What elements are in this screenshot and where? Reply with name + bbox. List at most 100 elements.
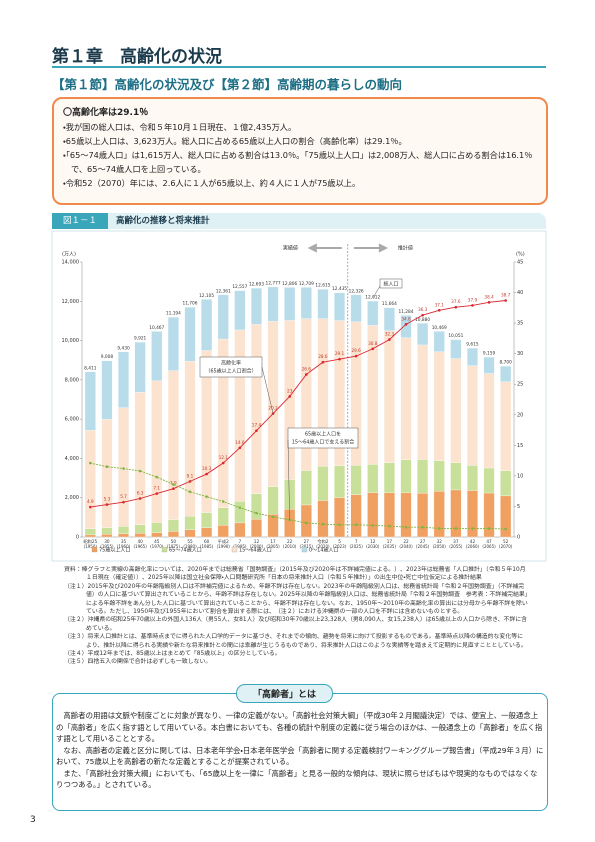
legend-swatch xyxy=(301,546,308,553)
bar-segment xyxy=(284,479,296,510)
y-tick-label: 0 xyxy=(76,535,79,541)
line-point xyxy=(221,500,225,503)
bar-segment xyxy=(383,307,395,331)
x-tick-year: (1990) xyxy=(217,544,231,549)
x-tick-label: 47 xyxy=(486,539,492,544)
y2-tick-label: 10 xyxy=(517,473,523,479)
line-point xyxy=(105,503,109,506)
bar-segment xyxy=(500,495,512,538)
bar-segment xyxy=(118,533,130,538)
line-point xyxy=(238,506,242,509)
y-tick-label: 8,000 xyxy=(65,377,79,383)
total-label: 11,284 xyxy=(398,309,413,315)
line-point xyxy=(155,475,159,479)
bar-segment xyxy=(317,466,329,501)
summary-heading: 〇高齢化率は29.1％ xyxy=(63,108,149,118)
x-tick-label: 32 xyxy=(437,539,443,544)
bar-segment xyxy=(151,522,163,533)
y2-tick-label: 0 xyxy=(517,535,520,541)
annotation: 15～64歳人口で支える割合 xyxy=(292,439,355,446)
legend-swatch xyxy=(91,546,98,553)
bar-segment xyxy=(500,365,512,382)
bar-segment xyxy=(483,467,495,494)
x-tick-label: 45 xyxy=(154,539,160,544)
line-point xyxy=(354,523,358,527)
annotation-leader xyxy=(372,285,381,299)
x-tick-label: 令和2 xyxy=(317,538,328,545)
x-tick-label: 7 xyxy=(355,539,358,544)
bar-segment xyxy=(167,531,179,538)
x-tick-year: (2030) xyxy=(366,544,380,549)
x-tick-label: 5 xyxy=(338,539,341,544)
bar-segment xyxy=(84,534,96,538)
bar-segment xyxy=(367,464,379,493)
bar-segment xyxy=(483,356,495,374)
rate-label: 26.6 xyxy=(302,366,312,371)
x-tick-year: (1960) xyxy=(117,544,131,549)
bar-segment xyxy=(350,294,362,322)
rate-label: 5.3 xyxy=(104,497,111,502)
line-point xyxy=(255,511,258,515)
line-point xyxy=(487,301,491,304)
x-tick-label: 12 xyxy=(254,539,260,544)
projection-label: 推計値 xyxy=(398,245,413,252)
bar-segment xyxy=(267,321,279,487)
bar-segment xyxy=(250,519,262,538)
x-tick-year: (2025) xyxy=(349,544,363,549)
bar-segment xyxy=(350,465,362,495)
total-label: 12,435 xyxy=(332,286,347,292)
total-label: 12,557 xyxy=(232,284,247,290)
total-label: 10,467 xyxy=(149,325,164,331)
line-point xyxy=(305,373,308,376)
bar-segment xyxy=(101,527,113,535)
bar-segment xyxy=(217,507,229,526)
line-point xyxy=(421,313,424,317)
x-tick-year: (1955) xyxy=(100,544,114,549)
total-label: 11,706 xyxy=(182,301,197,307)
x-tick-year: (2070) xyxy=(499,544,513,549)
rate-label: 36.3 xyxy=(418,307,428,312)
bar-segment xyxy=(466,465,478,491)
line-point xyxy=(122,500,125,504)
x-tick-year: (2035) xyxy=(383,544,397,549)
legend-label: 65～74歳人口 xyxy=(169,547,202,554)
rate-label: 14.6 xyxy=(235,440,245,445)
line-point xyxy=(155,492,159,495)
line-point xyxy=(437,527,441,530)
x-tick-label: 17 xyxy=(387,539,393,544)
bar-segment xyxy=(334,497,346,538)
line-point xyxy=(138,469,142,473)
bar-segment xyxy=(383,330,395,463)
line-point xyxy=(221,461,225,465)
total-label: 12,693 xyxy=(249,282,264,288)
y2-tick-label: 30 xyxy=(517,351,523,357)
summary-item: ・令和52（2070）年には、2.6人に１人が65歳以上、約４人に１人が75歳以… xyxy=(63,178,361,188)
rate-label: 9.1 xyxy=(187,473,194,478)
legend-label: 0～14歳人口 xyxy=(309,547,339,554)
definition-title: 「高齢者」とは xyxy=(236,684,334,703)
line-point xyxy=(487,527,491,530)
paragraph: また、「高齢社会対策大綱」においても、「65歳以上を一律に「高齢者」と見る一般的… xyxy=(56,768,538,790)
bar-segment xyxy=(184,307,196,362)
annotation-leader xyxy=(261,366,274,414)
x-tick-label: 30 xyxy=(104,539,110,544)
section-title: 【第１節】高齢化の状況及び【第２節】高齢期の暮らしの動向 xyxy=(52,77,403,92)
bar-segment xyxy=(417,493,429,538)
line-point xyxy=(238,446,242,450)
total-label: 8,700 xyxy=(500,360,513,366)
figure-number: 図１－１ xyxy=(52,213,108,229)
bar-segment xyxy=(267,286,279,322)
rate-label: 5.7 xyxy=(120,494,127,499)
x-tick-year: (2050) xyxy=(433,544,447,549)
bar-segment xyxy=(118,407,130,527)
x-tick-label: 55 xyxy=(187,539,193,544)
bar-segment xyxy=(334,292,346,321)
note: （注３）将来人口推計とは、基準時点までに得られた人口学的データに基づき、それまで… xyxy=(64,634,527,649)
chart: 0 2,000 4,000 6,000 8,000 10,000 12,000 14,000 0… xyxy=(51,230,547,562)
bar-segment xyxy=(84,528,96,536)
x-tick-year: (2023) xyxy=(333,544,347,549)
note: 資料：棒グラフと実線の高齢化率については、2020年までは総務省「国勢調査」（2… xyxy=(64,567,526,582)
line-point xyxy=(504,299,507,302)
line xyxy=(90,300,506,508)
